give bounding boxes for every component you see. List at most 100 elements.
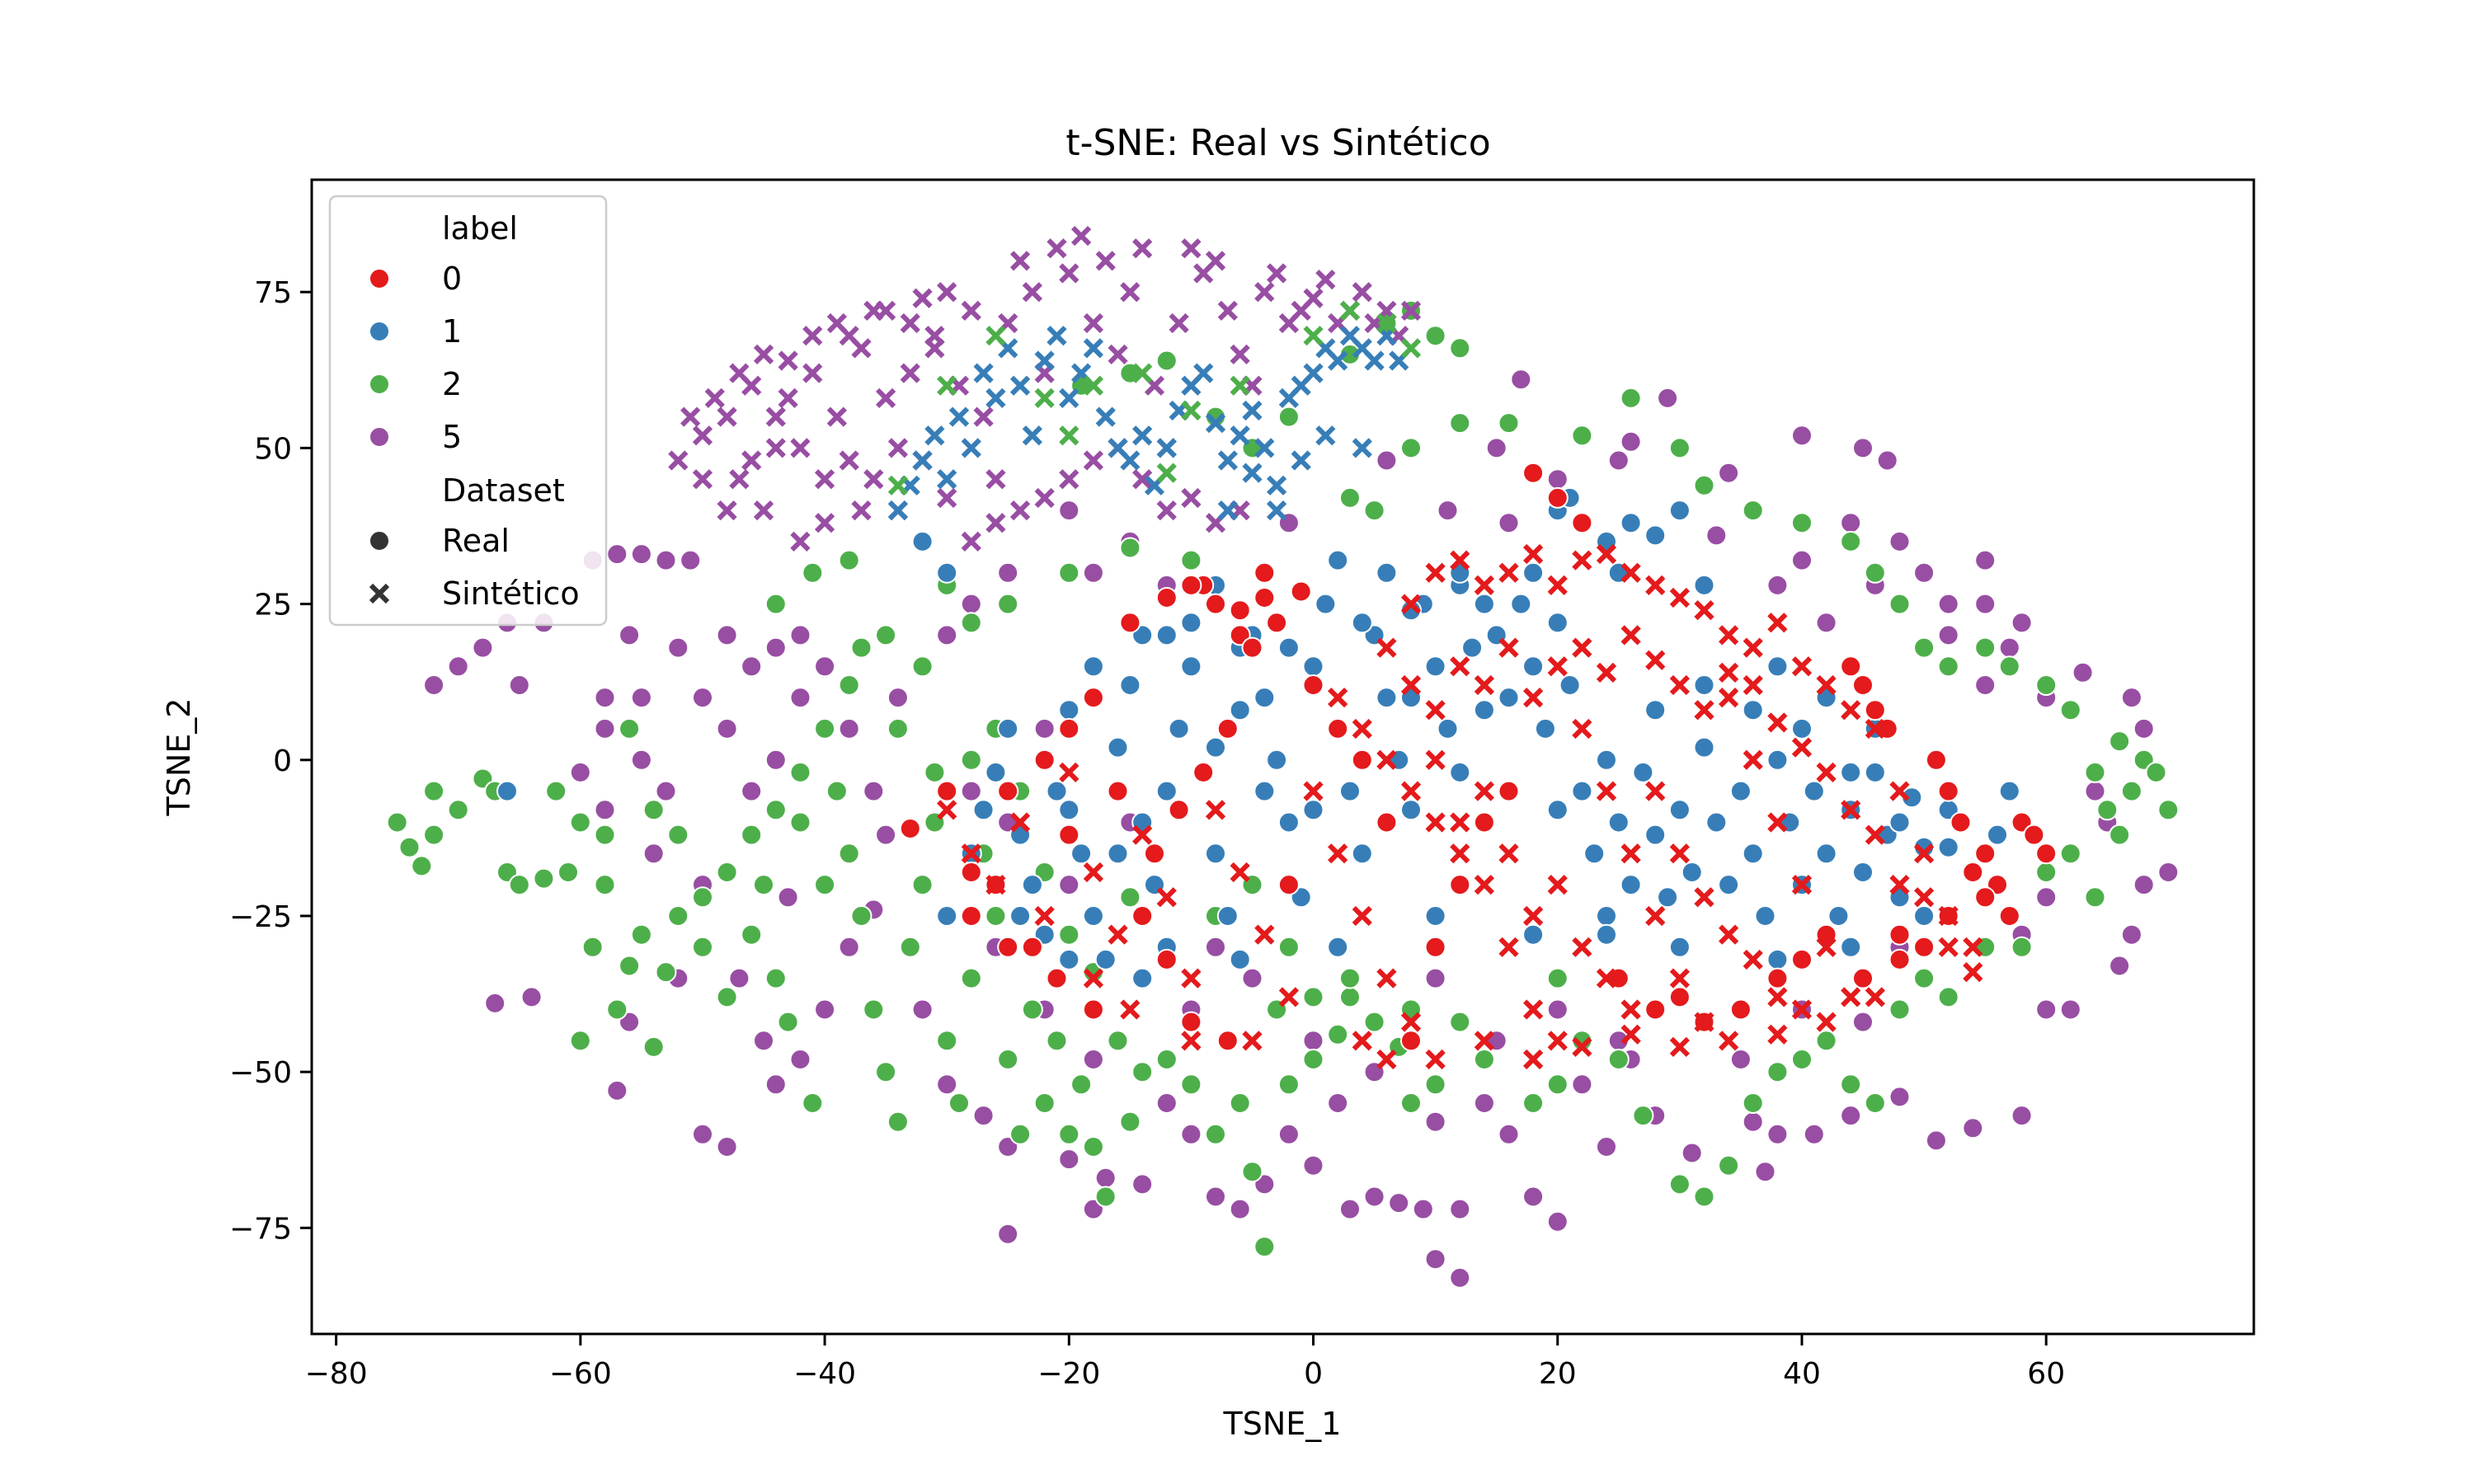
point-label2-real-48 [1046, 1030, 1068, 1052]
point-label5-real-15 [655, 780, 677, 802]
point-label1-real-73 [1815, 843, 1837, 865]
point-label5-sinttico-82 [680, 406, 701, 427]
point-label0-real-6 [1082, 998, 1104, 1021]
point-label5-sinttico-88 [826, 312, 848, 334]
point-label0-sinttico-105 [1474, 781, 1495, 801]
legend-marker-real [369, 530, 390, 552]
point-label5-sinttico-50 [1303, 288, 1324, 308]
point-label5-real-89 [2059, 998, 2081, 1021]
point-label0-real-22 [1376, 811, 1398, 834]
point-label1-real-77 [1864, 761, 1886, 783]
point-label0-sinttico-4 [1034, 905, 1055, 927]
point-label1-real-130 [1155, 780, 1178, 802]
y-axis: −75 −50 −25 0 25 50 75 [229, 276, 312, 1246]
point-label2-real-161 [1339, 967, 1361, 989]
point-label0-sinttico-79 [1791, 737, 1813, 758]
point-label5-real-88 [2035, 998, 2058, 1021]
point-label2-sinttico-0 [887, 475, 909, 495]
point-label2-real-10 [533, 867, 555, 890]
point-label2-sinttico-10 [1376, 312, 1397, 334]
point-label2-real-115 [1620, 387, 1642, 409]
point-label1-real-63 [1693, 736, 1715, 758]
x-tick-label: 20 [1539, 1357, 1577, 1391]
point-label5-real-48 [972, 1105, 995, 1127]
point-label0-real-44 [1913, 936, 1935, 958]
point-label5-real-126 [997, 561, 1019, 584]
x-tick-label: 60 [2027, 1357, 2065, 1391]
point-label5-real-30 [569, 761, 591, 783]
point-label5-real-2 [472, 636, 494, 659]
point-label1-sinttico-4 [937, 469, 957, 490]
point-label1-sinttico-2 [912, 450, 933, 471]
point-label5-real-31 [594, 799, 616, 821]
point-label0-sinttico-14 [1278, 987, 1300, 1007]
point-label2-real-76 [1632, 1105, 1654, 1127]
point-label5-sinttico-29 [1047, 238, 1067, 259]
point-label5-sinttico-43 [1217, 300, 1238, 322]
point-label5-real-165 [1058, 874, 1080, 896]
point-label1-real-5 [985, 761, 1007, 783]
point-label2-real-16 [618, 955, 641, 977]
point-label5-sinttico-20 [937, 282, 957, 303]
point-label1-real-28 [1266, 749, 1288, 771]
point-label5-sinttico-15 [876, 387, 896, 408]
point-label1-real-16 [1119, 674, 1141, 696]
legend-hue-title: label [442, 210, 518, 247]
point-label5-real-158 [1766, 574, 1789, 596]
point-label0-real-43 [1888, 923, 1911, 946]
point-label5-sinttico-13 [851, 500, 872, 521]
point-label1-real-68 [1754, 905, 1776, 927]
point-label0-real-58 [1229, 599, 1251, 622]
point-label2-real-106 [1937, 655, 1959, 678]
point-label1-real-113 [1522, 923, 1545, 946]
point-label5-real-40 [520, 986, 543, 1008]
point-label2-real-87 [1913, 967, 1935, 989]
point-label0-sinttico-84 [1913, 887, 1935, 908]
point-label5-real-64 [1363, 1186, 1385, 1208]
y-tick-label: −25 [229, 900, 292, 934]
point-label0-sinttico-55 [1694, 600, 1714, 621]
point-label5-real-91 [2120, 923, 2142, 946]
point-label5-real-8 [630, 543, 652, 566]
point-label2-real-121 [1339, 486, 1361, 509]
point-label5-real-168 [960, 780, 982, 802]
point-label5-real-61 [1302, 1154, 1324, 1176]
point-label1-sinttico-44 [1266, 500, 1287, 521]
point-label0-sinttico-27 [1596, 781, 1617, 801]
point-label0-sinttico-31 [1694, 1012, 1714, 1032]
point-label1-real-47 [1498, 687, 1520, 709]
point-label0-sinttico-82 [1865, 824, 1885, 845]
point-label0-sinttico-96 [1767, 1024, 1788, 1045]
point-label5-real-54 [1131, 1173, 1154, 1195]
point-label0-sinttico-42 [1963, 937, 1983, 957]
point-label5-real-86 [1962, 1117, 1984, 1139]
point-label1-sinttico-16 [1083, 338, 1104, 359]
point-label1-real-136 [1449, 761, 1471, 783]
point-label5-real-103 [1791, 549, 1813, 571]
point-label1-real-52 [1559, 674, 1581, 696]
point-label5-real-12 [594, 717, 616, 740]
point-label5-real-95 [2120, 687, 2142, 709]
point-label1-sinttico-34 [1303, 363, 1324, 383]
point-label2-real-58 [1205, 1123, 1226, 1145]
point-label1-sinttico-36 [1328, 350, 1348, 371]
point-label2-real-71 [1473, 1049, 1495, 1070]
point-label5-real-119 [1937, 593, 1959, 615]
point-label5-real-78 [1681, 1142, 1703, 1164]
point-label2-real-145 [838, 549, 860, 571]
y-tick-label: −50 [229, 1056, 292, 1090]
point-label0-real-26 [1473, 811, 1495, 834]
point-label0-sinttico-108 [1547, 875, 1568, 895]
point-label5-sinttico-77 [790, 438, 811, 458]
point-label5-sinttico-35 [1120, 282, 1141, 303]
point-label2-real-122 [1180, 549, 1202, 571]
point-label0-sinttico-13 [1254, 924, 1275, 945]
point-label1-real-56 [1607, 811, 1630, 834]
x-axis-label: TSNE_1 [1223, 1406, 1342, 1442]
point-label0-real-62 [1058, 717, 1080, 740]
legend-label-2: 2 [442, 366, 462, 402]
point-label1-real-116 [1229, 948, 1251, 970]
point-label1-sinttico-20 [1132, 425, 1153, 446]
point-label2-real-135 [716, 862, 738, 883]
point-label2-real-2 [411, 855, 433, 877]
